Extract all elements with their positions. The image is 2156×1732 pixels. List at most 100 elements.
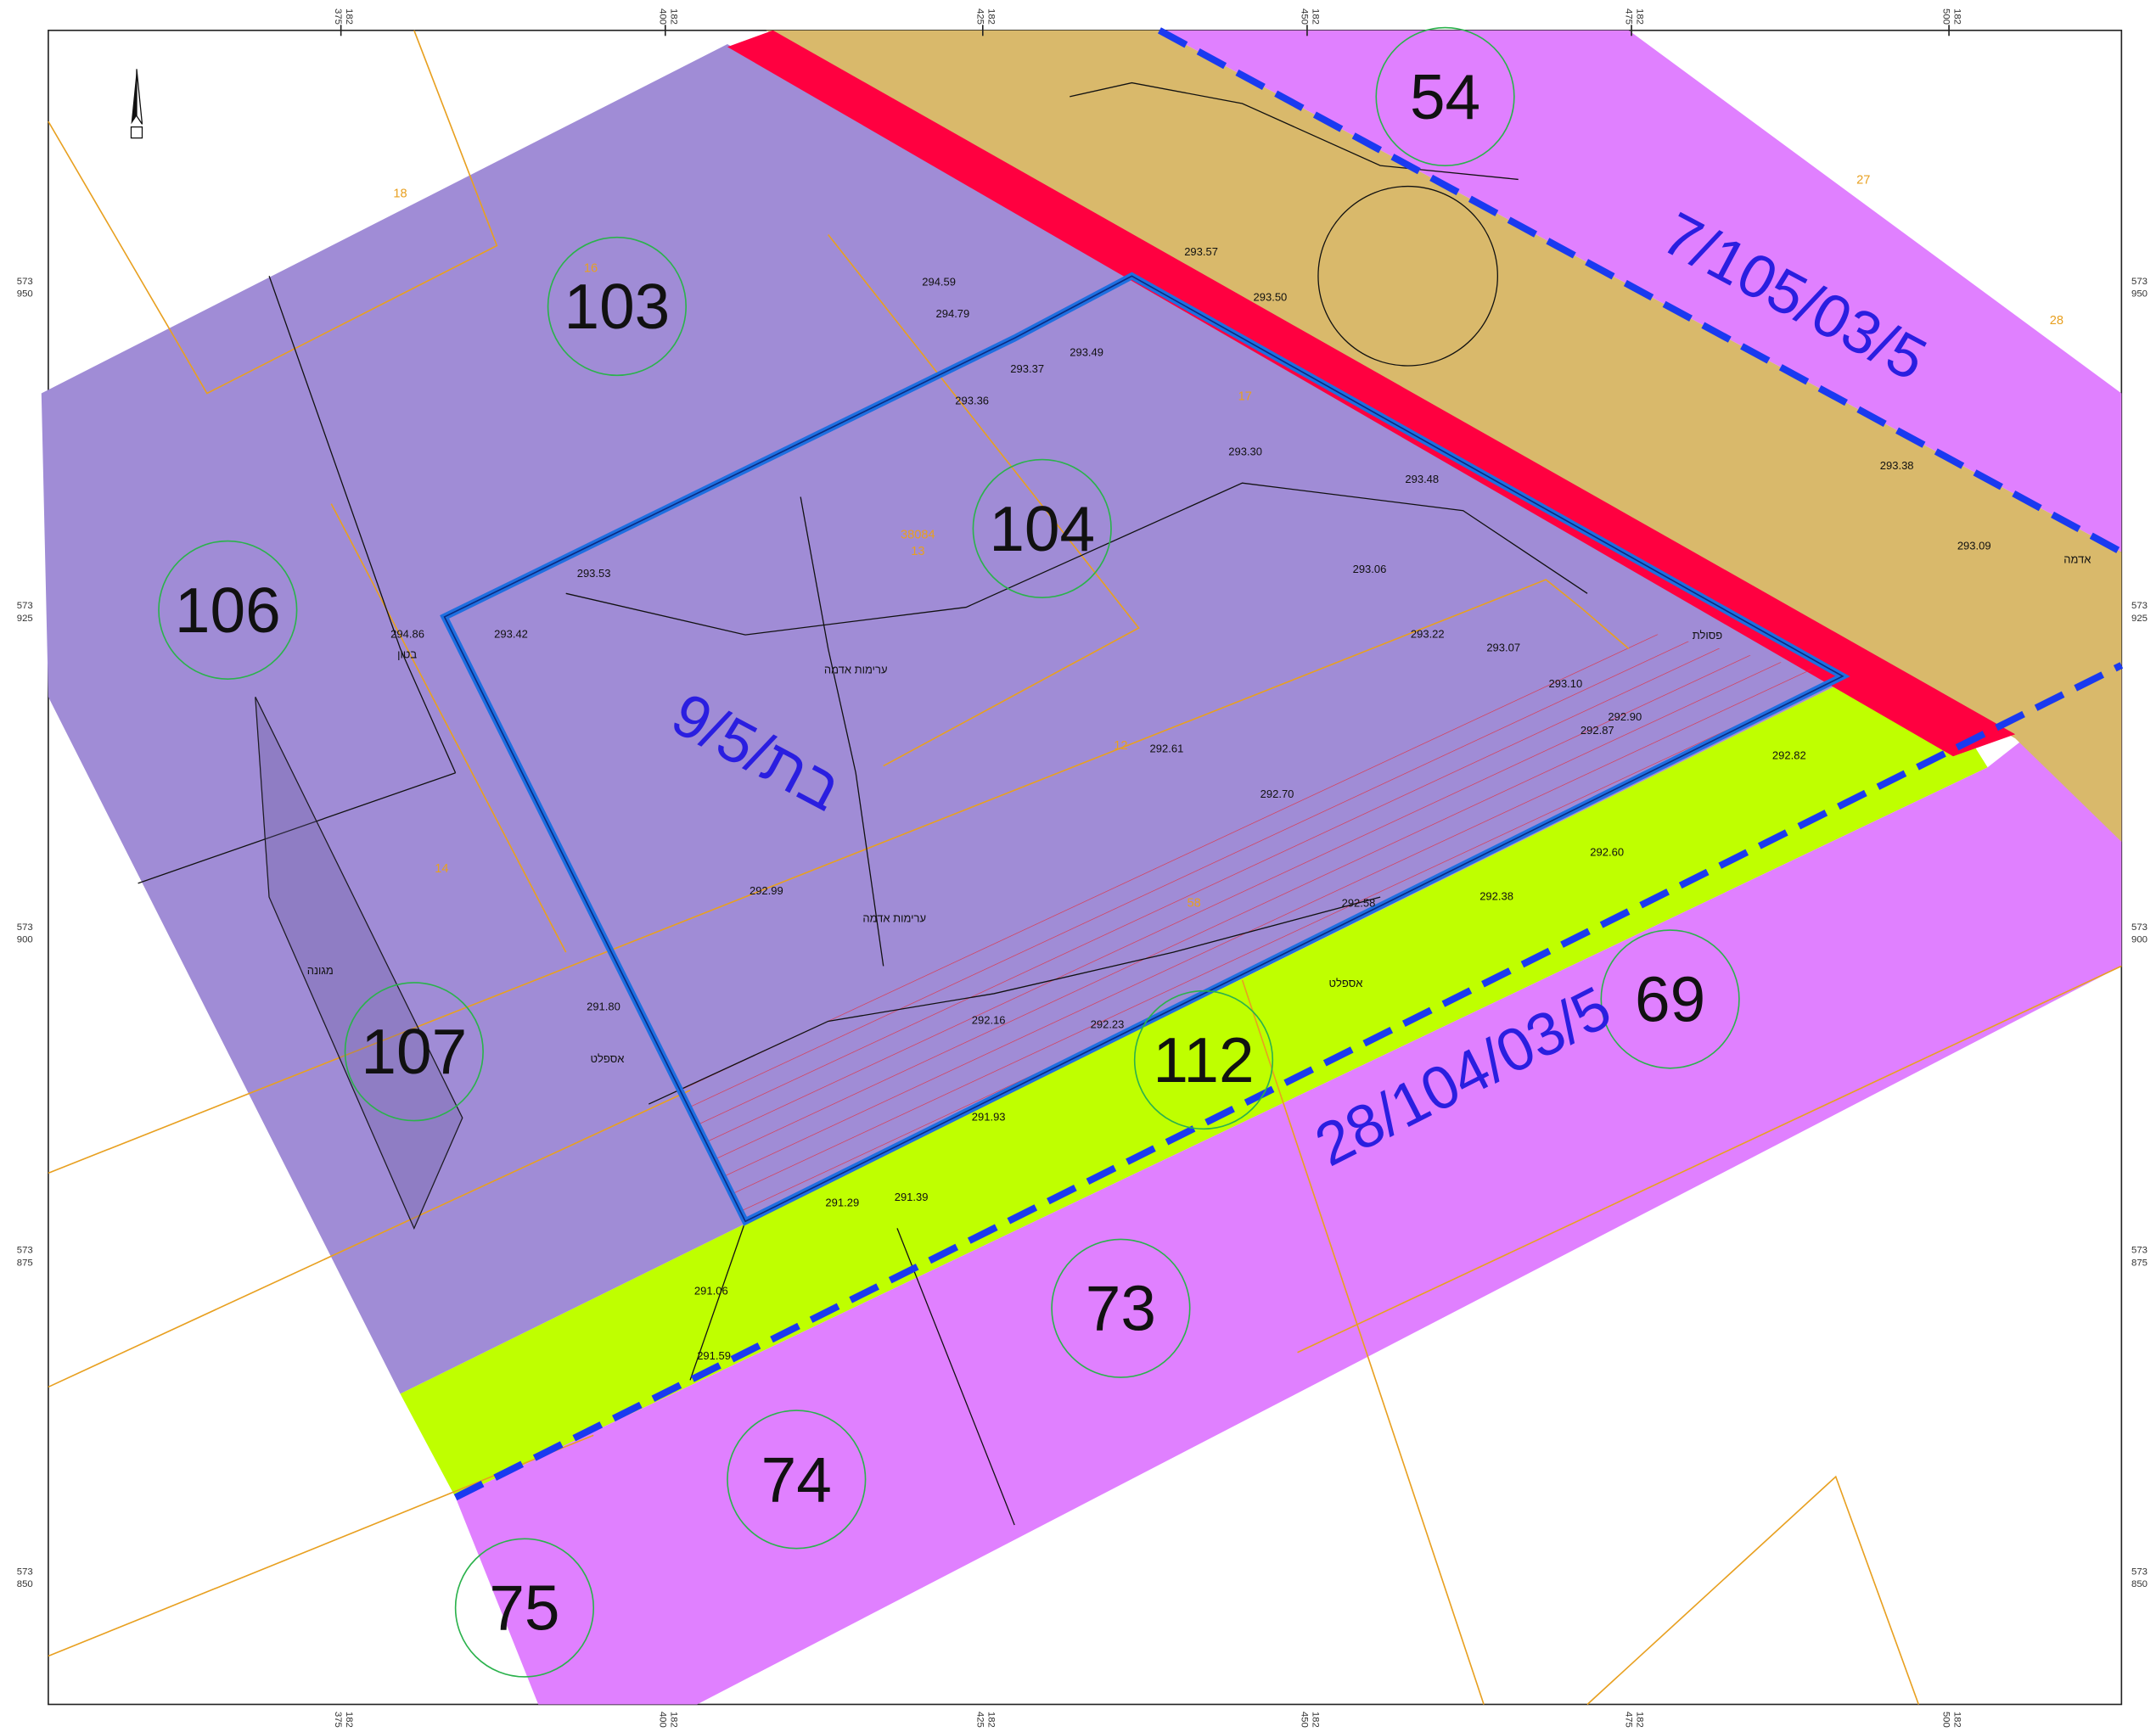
dotted-area (255, 697, 463, 1229)
zone-tan (766, 30, 2122, 843)
grid-y-prefix: 573 (17, 277, 33, 287)
hatched-area (676, 627, 1843, 1222)
parcel-number: 103 (564, 271, 670, 342)
grid-y-value: 925 (17, 614, 33, 624)
grid-value: 375 (333, 1712, 343, 1728)
grid-y-value: 875 (17, 1258, 33, 1268)
elevation: 292.38 (1479, 889, 1513, 902)
grid-prefix: 182 (1310, 1712, 1320, 1728)
elevation: 291.06 (694, 1284, 728, 1297)
grid-y-value: 875 (2131, 1258, 2148, 1268)
grid-prefix: 182 (344, 8, 354, 25)
elevation: 293.36 (955, 395, 989, 407)
grid-y-value: 900 (2131, 935, 2148, 945)
lot-number: 28 (2050, 314, 2063, 328)
elevation: 293.10 (1549, 677, 1583, 690)
note: ערימות אדמה (824, 664, 888, 676)
grid-x-label: 182500 (1941, 8, 1962, 25)
elevation: 293.57 (1184, 245, 1218, 258)
grid-value: 500 (1941, 8, 1951, 25)
parcel-circle (158, 540, 298, 680)
zone-red-road (727, 30, 2016, 757)
lot-number: 16 (584, 261, 598, 275)
parcel-circle (344, 982, 484, 1122)
parcel-number: 75 (489, 1572, 559, 1644)
grid-y-value: 850 (2131, 1579, 2148, 1589)
elevation: 292.70 (1260, 788, 1294, 800)
grid-y-value: 950 (2131, 289, 2148, 300)
note: פסולת (1693, 629, 1723, 642)
parcel-number: 73 (1086, 1273, 1156, 1344)
elevation: 294.59 (922, 276, 956, 289)
parcel-number: 69 (1635, 963, 1705, 1034)
note: ערימות אדמה (862, 911, 926, 924)
elevation: 293.09 (1957, 539, 1991, 552)
grid-value: 475 (1624, 8, 1634, 25)
elevation: 294.79 (936, 307, 970, 320)
grid-value: 450 (1299, 8, 1309, 25)
elevation: 292.99 (750, 884, 783, 897)
grid-x-label: 182375 (333, 1712, 354, 1728)
elevation: 292.23 (1091, 1018, 1125, 1031)
grid-prefix: 182 (668, 8, 678, 25)
elevation: 292.82 (1772, 748, 1806, 761)
grid-x-label: 182450 (1299, 8, 1320, 25)
grid-x-label: 182400 (657, 8, 678, 25)
plan-line (453, 662, 2124, 1501)
lot-lines (48, 30, 2122, 1706)
parcel-circle (972, 458, 1112, 598)
grid-y-prefix: 573 (17, 1246, 33, 1256)
lot-number: 58 (1187, 896, 1200, 910)
grid-y-prefix: 573 (17, 1567, 33, 1578)
elevation: 291.29 (825, 1196, 859, 1208)
parcel-circle (547, 236, 687, 377)
grid-y-prefix: 573 (2131, 601, 2148, 611)
grid-x-label: 182450 (1299, 1712, 1320, 1728)
lot-number: 27 (1856, 173, 1870, 187)
parcel-circle (1375, 26, 1515, 166)
elevation: 293.53 (577, 567, 611, 580)
elevation: 291.80 (587, 1000, 620, 1012)
parcel-number: 74 (761, 1443, 832, 1515)
plan-boundary-inner (443, 275, 1844, 1223)
grid-x-label: 182475 (1624, 8, 1645, 25)
grid-y-prefix: 573 (2131, 1567, 2148, 1578)
elevation: 293.22 (1411, 627, 1445, 640)
grid-value: 500 (1941, 1712, 1951, 1728)
grid-prefix: 182 (1310, 8, 1320, 25)
grid-y-value: 950 (17, 289, 33, 300)
grid-y-value: 900 (17, 935, 33, 945)
grid-prefix: 182 (985, 8, 996, 25)
elevation: 292.16 (972, 1014, 1006, 1027)
grid-value: 400 (657, 1712, 667, 1728)
note: אספלט (1329, 977, 1363, 989)
parcel-number: 112 (1153, 1024, 1254, 1096)
lot-number: 38084 (901, 528, 935, 541)
parcel-number: 107 (361, 1016, 467, 1087)
parcel-circle (727, 1410, 867, 1550)
note: בטון (397, 648, 417, 661)
grid-value: 425 (974, 1712, 985, 1728)
grid-prefix: 182 (1952, 1712, 1962, 1728)
lot-number: 14 (435, 862, 448, 876)
elevation: 292.60 (1590, 845, 1624, 858)
grid-x-label: 182375 (333, 8, 354, 25)
grid-prefix: 182 (668, 1712, 678, 1728)
elevation: 293.07 (1486, 642, 1520, 654)
elevation: 291.39 (895, 1191, 929, 1203)
elevation: 293.50 (1254, 291, 1288, 304)
grid-y-prefix: 573 (17, 922, 33, 933)
parcel-circle (1051, 1238, 1191, 1378)
elevation: 291.59 (697, 1349, 731, 1362)
elevation: 293.06 (1353, 563, 1387, 575)
parcel-number: 104 (989, 493, 1095, 564)
grid-y-prefix: 573 (2131, 1246, 2148, 1256)
grid-y-value: 850 (17, 1579, 33, 1589)
grid-value: 425 (974, 8, 985, 25)
zone-road (400, 679, 1988, 1498)
elevation: 292.61 (1150, 742, 1184, 754)
grid-prefix: 182 (1952, 8, 1962, 25)
elevation: 293.37 (1010, 362, 1044, 375)
